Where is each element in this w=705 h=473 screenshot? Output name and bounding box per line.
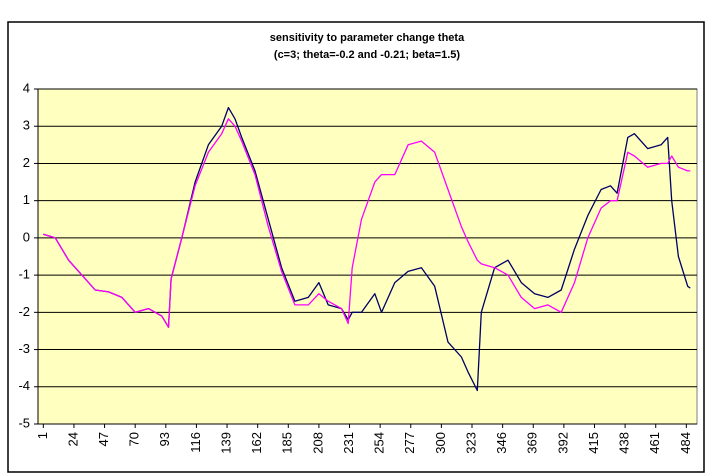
x-tick-label: 185 xyxy=(280,432,295,454)
x-tick-label: 277 xyxy=(402,432,417,454)
chart-subtitle: (c=3; theta=-0.2 and -0.21; beta=1.5) xyxy=(274,49,460,61)
x-tick-label: 139 xyxy=(218,432,233,454)
y-tick-label: -4 xyxy=(18,378,30,393)
y-tick-label: 4 xyxy=(23,80,30,95)
x-tick-label: 70 xyxy=(127,432,142,446)
x-tick-label: 323 xyxy=(463,432,478,454)
y-tick-label: 3 xyxy=(23,118,30,133)
chart-title: sensitivity to parameter change theta xyxy=(270,32,465,44)
x-tick-label: 415 xyxy=(586,432,601,454)
x-tick-label: 484 xyxy=(678,432,693,454)
x-tick-label: 254 xyxy=(372,432,387,454)
x-tick-label: 346 xyxy=(494,432,509,454)
x-tick-label: 461 xyxy=(647,432,662,454)
x-tick-label: 116 xyxy=(188,432,203,453)
x-tick-label: 47 xyxy=(96,432,111,446)
x-tick-label: 93 xyxy=(157,432,172,446)
x-tick-label: 1 xyxy=(35,432,50,439)
y-tick-label: 2 xyxy=(23,155,30,170)
x-tick-label: 162 xyxy=(249,432,264,454)
x-tick-label: 369 xyxy=(525,432,540,454)
y-tick-label: 0 xyxy=(23,229,30,244)
y-tick-label: -5 xyxy=(18,415,30,430)
x-tick-label: 438 xyxy=(617,432,632,454)
y-tick-label: 1 xyxy=(23,192,30,207)
x-tick-label: 300 xyxy=(433,432,448,454)
y-tick-label: -2 xyxy=(18,304,30,319)
plot-area xyxy=(37,88,698,425)
x-tick-label: 208 xyxy=(310,432,325,454)
y-tick-label: -3 xyxy=(18,341,30,356)
x-tick-label: 24 xyxy=(65,432,80,446)
y-tick-label: -1 xyxy=(18,267,30,282)
x-tick-label: 231 xyxy=(341,432,356,454)
series-line xyxy=(43,118,691,328)
x-tick-label: 392 xyxy=(555,432,570,454)
